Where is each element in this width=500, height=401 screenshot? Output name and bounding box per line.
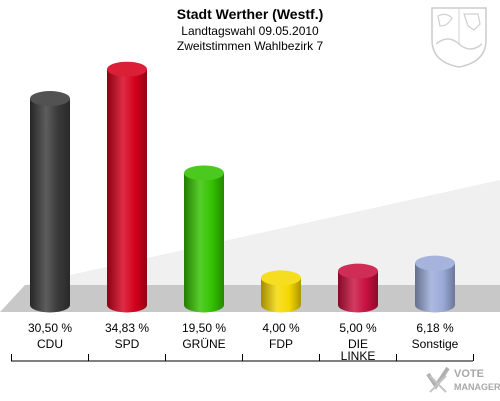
votemanager-logo-icon xyxy=(426,366,450,393)
chart-title: Stadt Werther (Westf.) xyxy=(176,6,324,22)
votemanager-logo: VOTE MANAGER xyxy=(424,364,500,398)
category-label-spd: SPD xyxy=(115,337,140,351)
chart-subtitle-district: Zweitstimmen Wahlbezirk 7 xyxy=(176,39,324,53)
coat-of-arms-icon xyxy=(431,7,487,68)
value-label-fdp: 4,00 % xyxy=(262,321,300,335)
bar-top-fdp xyxy=(261,270,301,286)
bar-cdu xyxy=(30,98,70,313)
votemanager-logo-line1: VOTE xyxy=(454,368,484,380)
bar-sonstige xyxy=(415,263,455,313)
value-label-spd: 34,83 % xyxy=(105,321,149,335)
bar-gr-ne xyxy=(184,172,224,313)
votemanager-logo-line2: MANAGER xyxy=(454,382,500,392)
bar-top-cdu xyxy=(30,91,70,107)
category-label-cdu: CDU xyxy=(37,337,63,351)
bar-die-linke xyxy=(338,271,378,313)
category-label-die-linke-line2: LINKE xyxy=(341,349,376,363)
value-label-sonstige: 6,18 % xyxy=(416,321,454,335)
value-label-die-linke: 5,00 % xyxy=(339,321,377,335)
bar-top-gr-ne xyxy=(184,165,224,181)
value-label-gr-ne: 19,50 % xyxy=(182,321,226,335)
category-label-die-linke-line1: DIE xyxy=(348,337,368,351)
bar-top-die-linke xyxy=(338,263,378,279)
value-label-cdu: 30,50 % xyxy=(28,321,72,335)
bar-fdp xyxy=(261,277,301,313)
bar-top-sonstige xyxy=(415,255,455,271)
chart-subtitle-election: Landtagswahl 09.05.2010 xyxy=(181,24,319,38)
bar-top-spd xyxy=(107,61,147,77)
category-label-gr-ne: GRÜNE xyxy=(182,337,225,351)
category-label-fdp: FDP xyxy=(269,337,293,351)
bar-spd xyxy=(107,69,147,313)
category-label-sonstige: Sonstige xyxy=(412,337,459,351)
